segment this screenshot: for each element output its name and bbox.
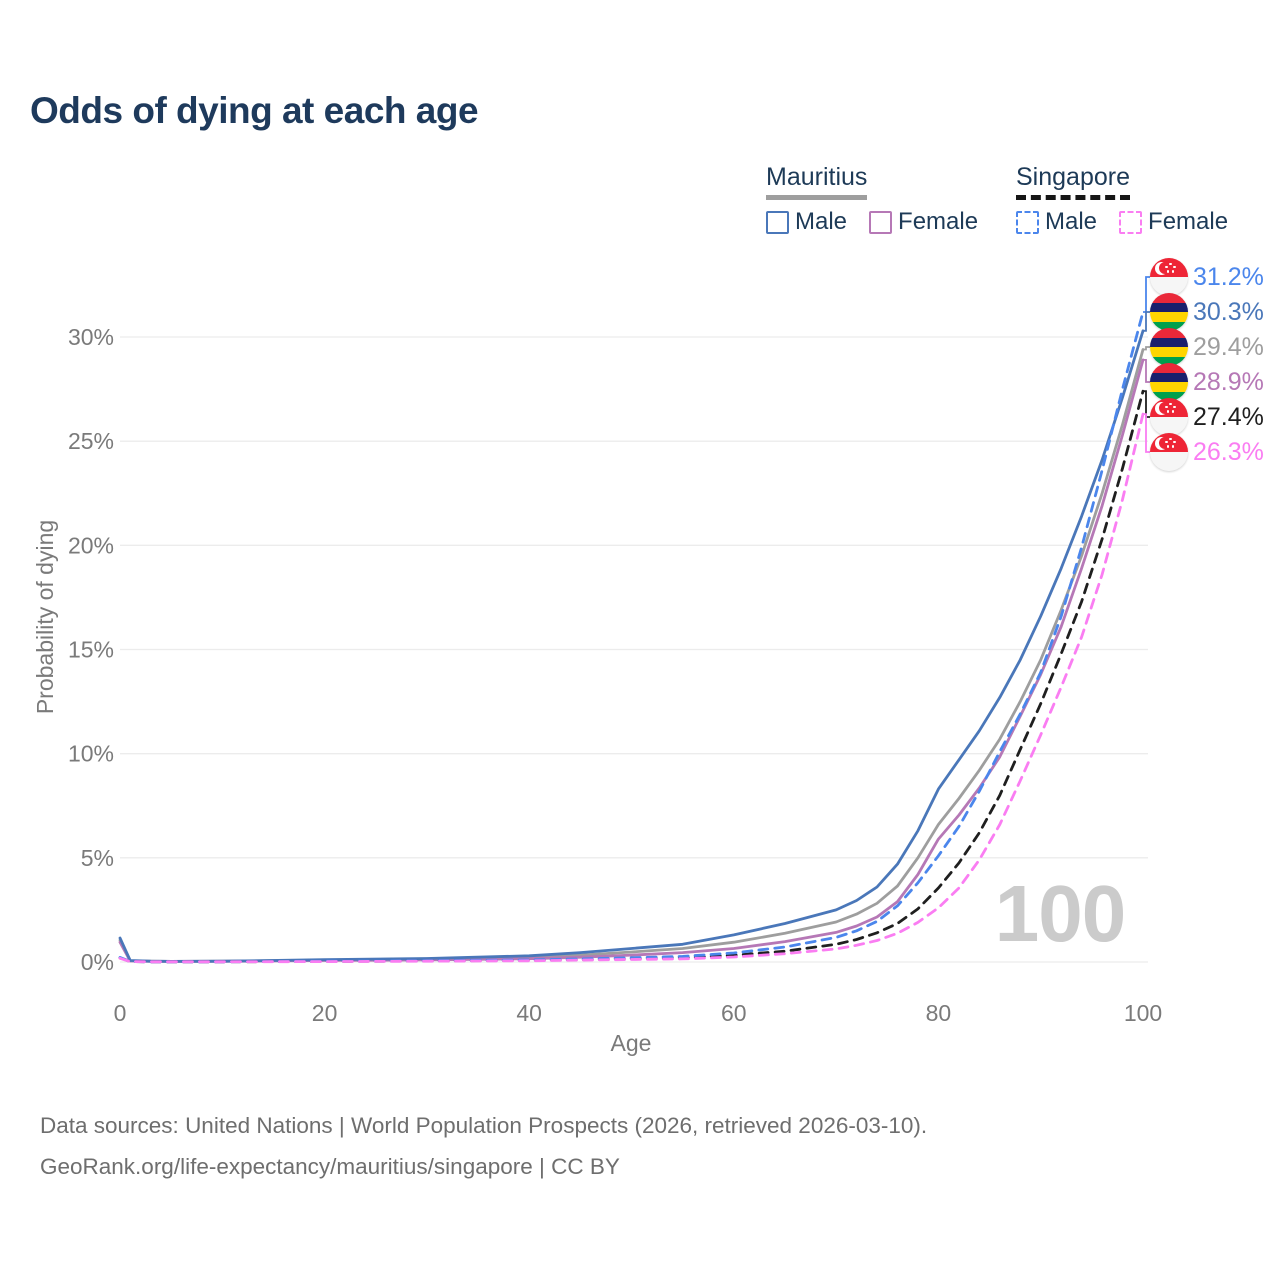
series-line-sg_female[interactable] [118, 412, 1145, 964]
footer-attribution: GeoRank.org/life-expectancy/mauritius/si… [40, 1153, 620, 1179]
end-label-value-mu_male: 30.3% [1193, 297, 1264, 326]
legend-items-mauritius: Male Female [766, 208, 978, 236]
page-title: Odds of dying at each age [30, 90, 479, 131]
legend-country-singapore[interactable]: Singapore [1016, 163, 1130, 200]
y-tick-0%: 0% [81, 949, 114, 975]
mauritius-flag-icon [1150, 363, 1188, 401]
end-label-mu_male: 30.3% [1150, 293, 1264, 331]
end-label-sg_male: 31.2% [1150, 258, 1264, 296]
end-label-sg_female: 26.3% [1150, 433, 1264, 471]
legend-item-singapore-female[interactable]: Female [1119, 208, 1228, 236]
legend-item-mauritius-male[interactable]: Male [766, 208, 847, 236]
mauritius-female-swatch-icon [869, 210, 893, 234]
legend-items-singapore: Male Female [1016, 208, 1228, 236]
singapore-flag-icon [1150, 398, 1188, 436]
mauritius-flag-icon [1150, 293, 1188, 331]
y-tick-30%: 30% [68, 324, 114, 350]
x-axis-title: Age [610, 1030, 652, 1056]
singapore-flag-icon [1150, 433, 1188, 471]
x-tick-20: 20 [312, 1000, 338, 1026]
legend-label-singapore-male: Male [1045, 208, 1098, 235]
legend-label-singapore-female: Female [1148, 208, 1229, 235]
x-tick-80: 80 [926, 1000, 952, 1026]
end-label-value-mu_both: 29.4% [1193, 332, 1264, 361]
end-label-value-sg_male: 31.2% [1193, 262, 1264, 291]
mauritius-flag-icon [1150, 328, 1188, 366]
singapore-female-swatch-icon [1119, 210, 1143, 234]
legend-country-mauritius[interactable]: Mauritius [766, 163, 868, 200]
y-tick-15%: 15% [68, 637, 114, 663]
age-ticker: 100 [994, 869, 1126, 958]
legend-item-singapore-male[interactable]: Male [1016, 208, 1097, 236]
y-tick-20%: 20% [68, 532, 114, 558]
end-label-mu_female: 28.9% [1150, 363, 1264, 401]
leader-line-mu_female [1143, 359, 1150, 383]
series-line-sg_male[interactable] [118, 310, 1145, 964]
x-tick-0: 0 [114, 1000, 127, 1026]
x-tick-40: 40 [516, 1000, 542, 1026]
singapore-flag-icon [1150, 258, 1188, 296]
series-line-sg_both[interactable] [118, 389, 1145, 964]
legend-item-mauritius-female[interactable]: Female [869, 208, 978, 236]
end-label-value-mu_female: 28.9% [1193, 367, 1264, 396]
end-label-value-sg_female: 26.3% [1193, 437, 1264, 466]
leader-line-sg_male [1143, 276, 1150, 313]
x-tick-60: 60 [721, 1000, 747, 1026]
series-line-mu_male[interactable] [118, 329, 1145, 963]
y-tick-25%: 25% [68, 428, 114, 454]
y-axis-title: Probability of dying [32, 519, 58, 715]
mortality-line-chart: 0% 5% 10% 15% 20% 25% 30% 0 20 40 60 80 100 [68, 276, 1162, 1026]
leader-line-mu_both [1143, 346, 1150, 351]
leader-line-sg_both [1143, 390, 1150, 418]
leader-line-sg_female [1143, 413, 1150, 453]
x-tick-100: 100 [1124, 1000, 1162, 1026]
legend-group-mauritius: Mauritius Male Female [766, 163, 978, 236]
end-label-mu_both: 29.4% [1150, 328, 1264, 366]
legend-label-mauritius-male: Male [795, 208, 848, 235]
legend-label-mauritius-female: Female [898, 208, 979, 235]
footer: Data sources: United Nations | World Pop… [40, 1106, 927, 1187]
leader-line-mu_male [1143, 311, 1150, 332]
mauritius-male-swatch-icon [766, 210, 789, 234]
end-label-value-sg_both: 27.4% [1193, 402, 1264, 431]
y-tick-5%: 5% [81, 845, 114, 871]
legend-group-singapore: Singapore Male Female [1016, 163, 1228, 236]
singapore-male-swatch-icon [1016, 210, 1039, 234]
footer-data-sources: Data sources: United Nations | World Pop… [40, 1113, 928, 1138]
y-tick-10%: 10% [68, 741, 114, 767]
end-label-sg_both: 27.4% [1150, 398, 1264, 436]
